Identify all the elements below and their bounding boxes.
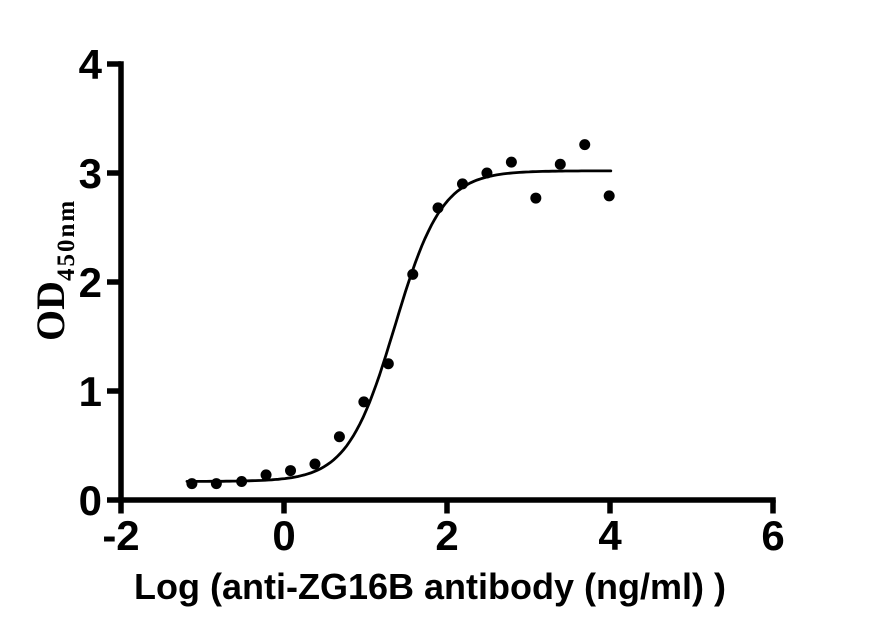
y-tick-label: 2 bbox=[79, 259, 102, 306]
y-tick-label: 4 bbox=[79, 41, 103, 88]
data-point bbox=[382, 358, 394, 370]
data-point bbox=[579, 139, 591, 151]
x-tick-label: 6 bbox=[761, 512, 784, 559]
y-axis-title-subscript: 450nm bbox=[53, 199, 80, 281]
data-point bbox=[603, 190, 615, 202]
x-tick-label: 2 bbox=[435, 512, 458, 559]
data-point bbox=[554, 158, 566, 170]
y-tick-label: 0 bbox=[79, 477, 102, 524]
data-point bbox=[505, 156, 517, 168]
data-point bbox=[432, 202, 444, 214]
data-point bbox=[333, 431, 345, 443]
data-point bbox=[210, 478, 222, 490]
axis-frame bbox=[118, 61, 776, 503]
data-point bbox=[186, 478, 198, 490]
data-point bbox=[481, 167, 493, 179]
y-axis-title-base: OD bbox=[28, 281, 73, 341]
x-tick-label: -2 bbox=[102, 512, 139, 559]
data-point bbox=[456, 178, 468, 190]
x-axis-title: Log (anti-ZG16B antibody (ng/ml) ) bbox=[134, 566, 726, 607]
x-tick-label: 4 bbox=[598, 512, 622, 559]
data-point bbox=[260, 469, 272, 481]
data-point bbox=[530, 192, 542, 204]
data-point bbox=[358, 396, 370, 408]
data-point bbox=[285, 465, 297, 477]
y-axis-title: OD450nm bbox=[28, 199, 80, 341]
data-point bbox=[236, 475, 248, 487]
y-tick-label: 1 bbox=[79, 368, 102, 415]
y-tick-label: 3 bbox=[79, 150, 102, 197]
fit-curve bbox=[185, 169, 613, 483]
data-point bbox=[407, 268, 419, 280]
x-tick-label: 0 bbox=[272, 512, 295, 559]
data-point bbox=[309, 458, 321, 470]
